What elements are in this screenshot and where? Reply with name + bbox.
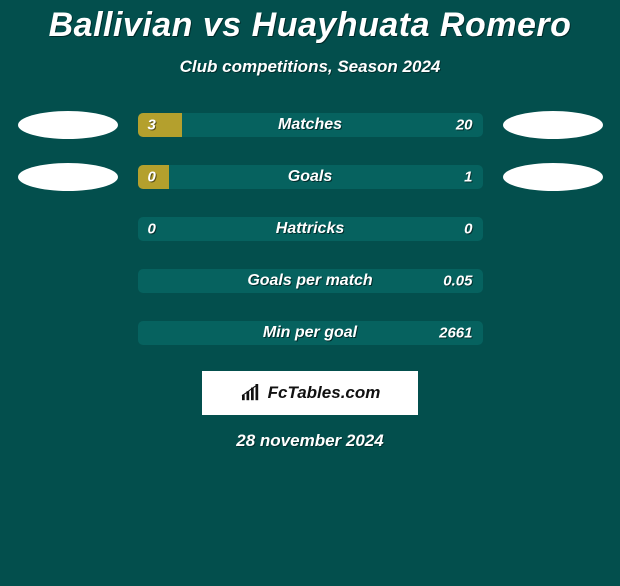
left-value: 0: [148, 169, 156, 186]
left-ellipse: [18, 111, 118, 139]
left-ellipse: [18, 163, 118, 191]
subtitle: Club competitions, Season 2024: [0, 57, 620, 77]
stat-bar: 0 1 Goals: [138, 165, 483, 189]
bar-left-seg: [138, 113, 183, 137]
stat-bar: 3 20 Matches: [138, 113, 483, 137]
left-value: 0: [148, 221, 156, 238]
stat-rows: 3 20 Matches 0 1 Goals 0 0 Hattricks 0.05 Goals pe…: [0, 111, 620, 347]
right-value: 0: [464, 221, 472, 238]
right-ellipse: [503, 111, 603, 139]
page-title: Ballivian vs Huayhuata Romero: [0, 6, 620, 45]
stat-row: 2661 Min per goal: [0, 319, 620, 347]
stat-label: Goals: [288, 168, 332, 186]
stat-label: Min per goal: [263, 324, 357, 342]
right-ellipse: [503, 163, 603, 191]
date-text: 28 november 2024: [0, 431, 620, 451]
stat-row: 0 1 Goals: [0, 163, 620, 191]
right-value: 2661: [439, 325, 472, 342]
right-value: 0.05: [443, 273, 472, 290]
stat-bar: 0 0 Hattricks: [138, 217, 483, 241]
stat-bar: 0.05 Goals per match: [138, 269, 483, 293]
brand-box: FcTables.com: [202, 371, 418, 415]
brand-text: FcTables.com: [268, 383, 381, 403]
stat-row: 0.05 Goals per match: [0, 267, 620, 295]
stat-row: 0 0 Hattricks: [0, 215, 620, 243]
stat-row: 3 20 Matches: [0, 111, 620, 139]
left-value: 3: [148, 117, 156, 134]
right-value: 1: [464, 169, 472, 186]
stat-label: Goals per match: [247, 272, 372, 290]
stat-label: Matches: [278, 116, 342, 134]
brand-chart-icon: [240, 384, 262, 402]
stat-bar: 2661 Min per goal: [138, 321, 483, 345]
stat-label: Hattricks: [276, 220, 344, 238]
right-value: 20: [456, 117, 473, 134]
